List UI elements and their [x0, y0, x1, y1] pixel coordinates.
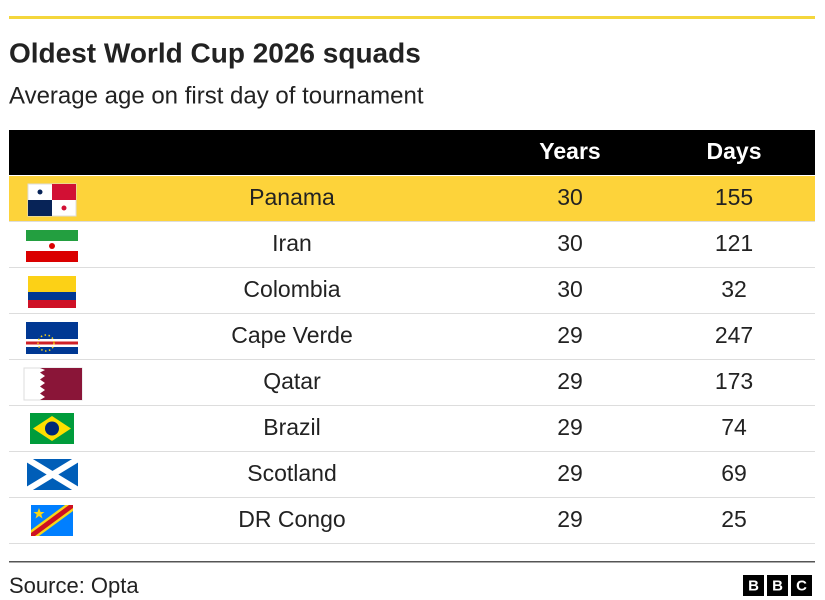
row-separator — [9, 497, 815, 498]
source: Source: Opta — [9, 573, 139, 598]
value-cell: 32 — [721, 276, 747, 302]
row-separator — [9, 451, 815, 452]
value-cell: 69 — [721, 460, 747, 486]
country-cell: Brazil — [263, 414, 321, 440]
row-separator — [9, 405, 815, 406]
country-cell: Cape Verde — [231, 322, 352, 348]
column-header: Years — [539, 138, 600, 164]
logo-letter: B — [748, 577, 759, 594]
row-separator — [9, 543, 815, 544]
flag-panama — [27, 183, 77, 217]
column-header: Days — [707, 138, 762, 164]
logo-box — [791, 575, 812, 596]
rows: Years Days Panama 30 155 Iran 30 121 Colombia 30 3… — [9, 138, 815, 544]
country-cell: Qatar — [263, 368, 321, 394]
flag-brazil — [30, 413, 74, 444]
highlight-row — [9, 176, 815, 221]
title: Oldest World Cup 2026 squads — [9, 37, 421, 68]
value-cell: 29 — [557, 322, 583, 348]
value-cell: 173 — [715, 368, 753, 394]
flag-qatar — [23, 367, 83, 401]
country-cell: Panama — [249, 184, 335, 210]
logo-letter: C — [796, 577, 807, 594]
value-cell: 29 — [557, 414, 583, 440]
value-cell: 29 — [557, 460, 583, 486]
row-separator — [9, 267, 815, 268]
bottom-rule — [9, 561, 815, 563]
row-separator — [9, 221, 815, 222]
value-cell: 29 — [557, 506, 583, 532]
flag-iran — [26, 230, 78, 262]
value-cell: 29 — [557, 368, 583, 394]
flags — [23, 183, 83, 536]
row-separator — [9, 359, 815, 360]
country-cell: Colombia — [243, 276, 340, 302]
country-cell: Scotland — [247, 460, 337, 486]
logo-box — [767, 575, 788, 596]
value-cell: 74 — [721, 414, 747, 440]
value-cell: 247 — [715, 322, 753, 348]
header-bar — [9, 130, 815, 175]
top-rule — [9, 16, 815, 19]
value-cell: 30 — [557, 184, 583, 210]
logo-box — [743, 575, 764, 596]
country-cell: Iran — [272, 230, 312, 256]
value-cell: 25 — [721, 506, 747, 532]
subtitle: Average age on first day of tournament — [9, 82, 424, 109]
logo-letter: B — [772, 577, 783, 594]
row-separator — [9, 313, 815, 314]
value-cell: 30 — [557, 230, 583, 256]
value-cell: 30 — [557, 276, 583, 302]
country-cell: DR Congo — [238, 506, 345, 532]
flag-dr-congo — [31, 505, 73, 536]
value-cell: 121 — [715, 230, 753, 256]
value-cell: 155 — [715, 184, 753, 210]
flag-colombia — [28, 276, 76, 308]
flag-cape-verde — [26, 322, 78, 354]
flag-scotland — [25, 456, 80, 493]
